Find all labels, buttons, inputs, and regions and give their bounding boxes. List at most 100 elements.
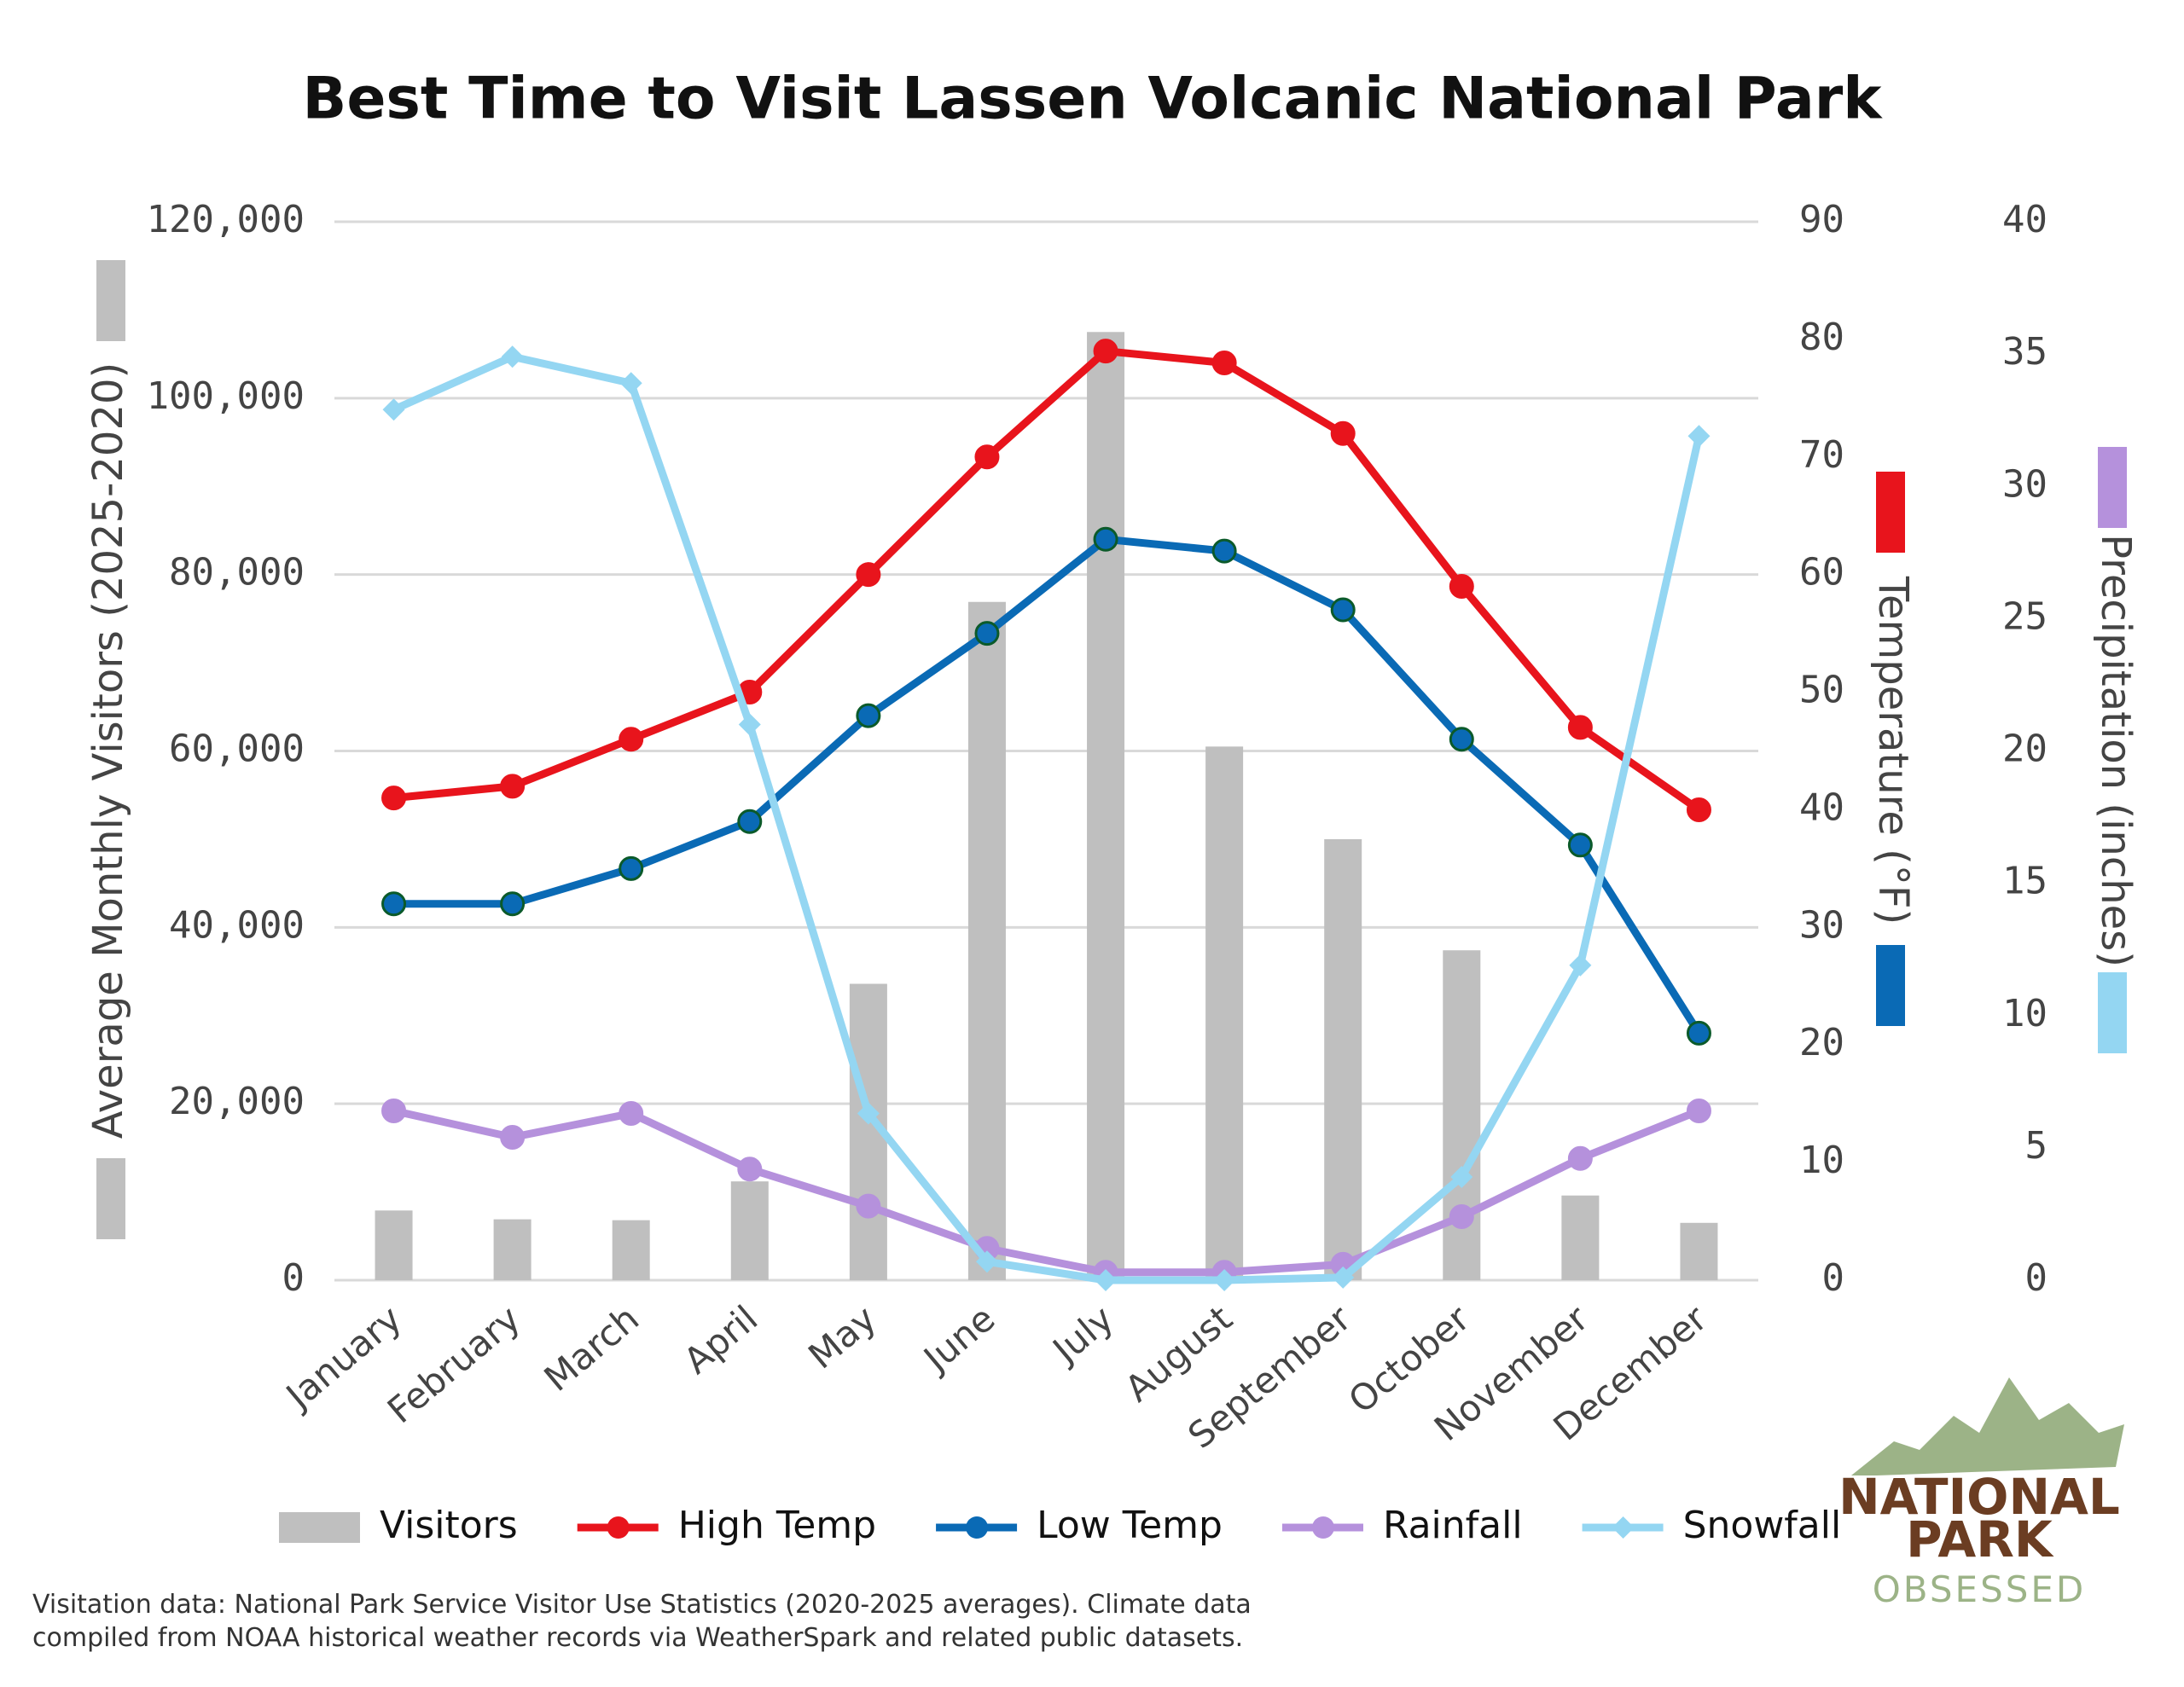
x-tick-label: April	[676, 1297, 765, 1382]
line	[393, 535, 1703, 1035]
logo-text: OBSESSED	[1873, 1568, 2087, 1610]
marker	[381, 1098, 407, 1123]
chart-title: Best Time to Visit Lassen Volcanic Natio…	[302, 66, 1883, 133]
legend-swatch	[279, 1512, 360, 1543]
y-tick-label: 40,000	[169, 903, 305, 947]
marker	[1449, 1204, 1474, 1230]
marker	[974, 621, 1000, 646]
marker	[974, 444, 1000, 470]
marker	[1093, 339, 1118, 364]
marker	[1450, 1166, 1473, 1189]
marker	[1211, 350, 1237, 375]
marker	[1567, 1145, 1593, 1171]
bar	[493, 1219, 531, 1280]
x-tick-label: February	[380, 1297, 528, 1431]
bar	[375, 1210, 413, 1280]
marker	[857, 1102, 880, 1125]
y-tick-label: 60,000	[169, 728, 305, 771]
x-tick-label: March	[537, 1297, 648, 1400]
legend-marker	[1311, 1516, 1334, 1539]
y-tick-label: 80,000	[169, 551, 305, 594]
marker	[500, 891, 526, 917]
marker	[856, 562, 881, 588]
legend-label: Rainfall	[1383, 1504, 1523, 1547]
y3-tick-label: 15	[2002, 860, 2048, 903]
marker	[1330, 597, 1356, 623]
legend-label: Visitors	[380, 1504, 518, 1547]
footnote: Visitation data: National Park Service V…	[32, 1590, 1252, 1620]
marker	[1686, 797, 1711, 822]
marker	[737, 1157, 763, 1182]
axis-swatch	[2098, 972, 2127, 1053]
bar	[1205, 746, 1244, 1280]
y-axis-label: Average Monthly Visitors (2025-2020)	[84, 362, 132, 1139]
marker	[1213, 1269, 1236, 1291]
y2-tick-label: 40	[1799, 786, 1844, 829]
marker	[619, 1101, 644, 1127]
logo-mountains	[1851, 1377, 2124, 1475]
legend-label: Low Temp	[1037, 1504, 1223, 1547]
x-tick-label: July	[1043, 1297, 1122, 1372]
logo-text: NATIONAL	[1838, 1468, 2120, 1526]
bar	[1087, 332, 1125, 1280]
y3-tick-label: 40	[2002, 198, 2048, 241]
y2-tick-label: 10	[1799, 1139, 1844, 1182]
marker	[1567, 832, 1593, 858]
marker	[381, 891, 407, 917]
marker	[382, 398, 405, 421]
y2-tick-label: 50	[1799, 669, 1844, 712]
marker	[1093, 526, 1118, 552]
y3-tick-label: 30	[2002, 462, 2048, 506]
y3-axis-label: Precipitation (inches)	[2092, 534, 2140, 967]
legend-marker	[1612, 1516, 1635, 1539]
marker	[619, 372, 642, 395]
line	[392, 352, 1703, 1284]
bar	[1443, 950, 1481, 1280]
y2-tick-label: 70	[1799, 433, 1844, 477]
marker	[1449, 727, 1474, 752]
marker	[1330, 420, 1356, 446]
y2-tick-label: 0	[1822, 1256, 1845, 1300]
legend-label: Snowfall	[1683, 1504, 1842, 1547]
legend-marker	[607, 1516, 630, 1539]
bar	[612, 1220, 650, 1280]
marker	[381, 786, 407, 811]
y-tick-label: 120,000	[147, 198, 305, 241]
marker	[1569, 954, 1592, 977]
marker	[619, 727, 644, 752]
legend-label: High Temp	[678, 1504, 876, 1547]
marker	[737, 809, 763, 834]
y2-tick-label: 80	[1799, 316, 1844, 359]
y3-tick-label: 25	[2002, 594, 2048, 638]
marker	[619, 855, 644, 881]
axis-swatch	[96, 1158, 125, 1239]
logo: NATIONAL PARK OBSESSED	[1838, 1377, 2124, 1610]
line	[392, 1107, 1701, 1277]
logo-text: PARK	[1906, 1510, 2054, 1568]
y-tick-label: 0	[282, 1256, 305, 1300]
marker	[975, 1250, 998, 1273]
y2-tick-label: 30	[1799, 903, 1844, 947]
bar	[1680, 1222, 1718, 1280]
marker	[1687, 425, 1711, 448]
footnote: compiled from NOAA historical weather re…	[32, 1623, 1243, 1653]
marker	[501, 345, 524, 368]
marker	[1332, 1266, 1355, 1289]
bar	[1561, 1195, 1600, 1280]
marker	[738, 713, 761, 736]
bar	[730, 1181, 769, 1280]
y3-tick-label: 5	[2025, 1124, 2048, 1168]
y3-tick-label: 35	[2002, 330, 2048, 374]
marker	[856, 1193, 881, 1219]
y2-tick-label: 20	[1799, 1021, 1844, 1064]
marker	[500, 774, 526, 799]
y3-tick-label: 10	[2002, 992, 2048, 1035]
y2-tick-label: 90	[1799, 198, 1844, 241]
y3-tick-label: 0	[2025, 1256, 2048, 1300]
x-tick-label: June	[915, 1297, 1003, 1381]
marker	[1449, 573, 1474, 599]
marker	[1567, 715, 1593, 740]
marker	[1211, 538, 1237, 564]
marker	[1095, 1269, 1118, 1291]
line	[393, 347, 1702, 814]
